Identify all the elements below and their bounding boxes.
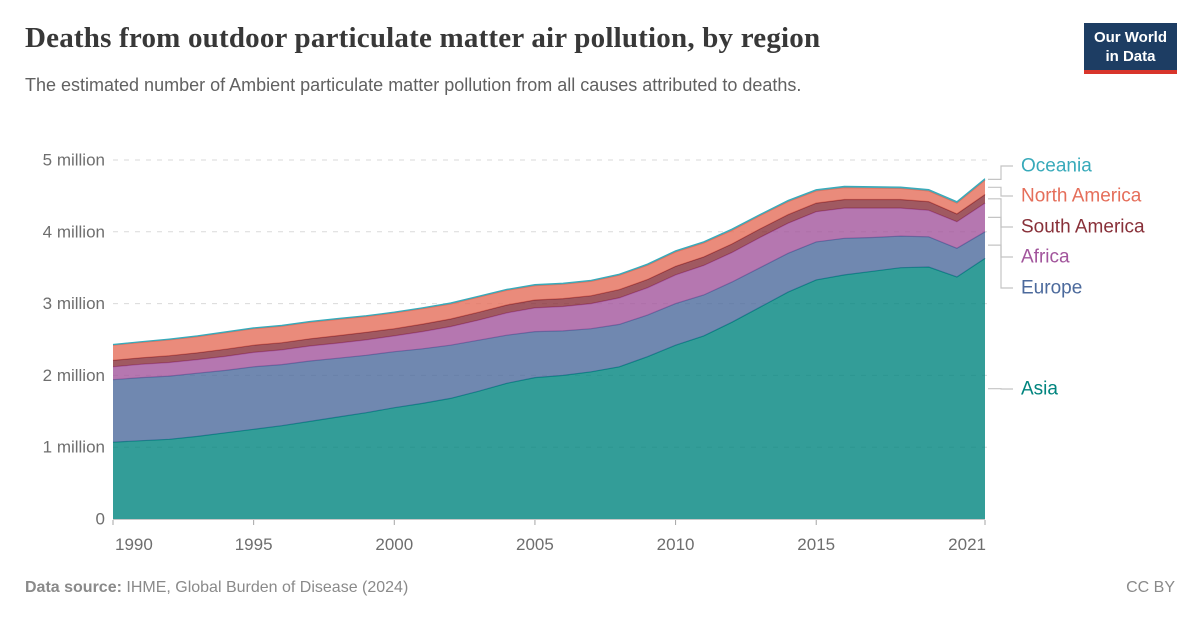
legend-label-africa[interactable]: Africa	[1021, 247, 1070, 268]
owid-logo-line1: Our World	[1093, 29, 1167, 46]
footer: Data source: IHME, Global Burden of Dise…	[25, 579, 1175, 597]
chart-subtitle: The estimated number of Ambient particul…	[25, 75, 802, 95]
y-axis-label: 1 million	[43, 438, 105, 457]
legend-label-europe[interactable]: Europe	[1021, 278, 1082, 299]
y-axis-label: 0	[96, 510, 105, 529]
y-axis-label: 4 million	[43, 222, 105, 241]
legend-connector-north-america	[988, 186, 1013, 197]
legend-label-south-america[interactable]: South America	[1021, 217, 1145, 238]
x-axis-label: 2021	[948, 535, 986, 554]
y-axis-label: 2 million	[43, 366, 105, 385]
x-axis-label: 2015	[797, 535, 835, 554]
x-axis-label: 2005	[516, 535, 554, 554]
legend-label-north-america[interactable]: North America	[1021, 186, 1142, 207]
owid-logo[interactable]: Our World in Data	[1083, 23, 1177, 75]
area-europe[interactable]	[113, 231, 985, 443]
legend-label-oceania[interactable]: Oceania	[1021, 156, 1092, 177]
x-axis-label: 1995	[235, 535, 273, 554]
data-source[interactable]: Data source: IHME, Global Burden of Dise…	[25, 579, 408, 597]
legend-connector-africa	[988, 216, 1013, 258]
legend-label-asia[interactable]: Asia	[1021, 379, 1058, 400]
area-africa[interactable]	[113, 203, 985, 380]
legend-connector-europe	[988, 244, 1013, 289]
area-asia[interactable]	[113, 258, 985, 519]
y-axis-label: 3 million	[43, 294, 105, 313]
x-axis-label: 1990	[115, 535, 153, 554]
x-axis-label: 2000	[375, 535, 413, 554]
area-north-america[interactable]	[113, 180, 985, 361]
boundary-line-oceania	[112, 178, 986, 346]
y-axis-label: 5 million	[43, 151, 105, 170]
data-source-text: IHME, Global Burden of Disease (2024)	[121, 579, 409, 596]
legend-connector-oceania	[988, 165, 1013, 180]
data-source-label: Data source:	[25, 579, 122, 596]
license-cc-by[interactable]: CC BY	[1126, 579, 1175, 596]
x-axis-label: 2010	[657, 535, 695, 554]
owid-logo-line2: in Data	[1105, 48, 1156, 66]
legend-connector-south-america	[988, 198, 1013, 228]
page-title: Deaths from outdoor particulate matter a…	[25, 22, 821, 54]
